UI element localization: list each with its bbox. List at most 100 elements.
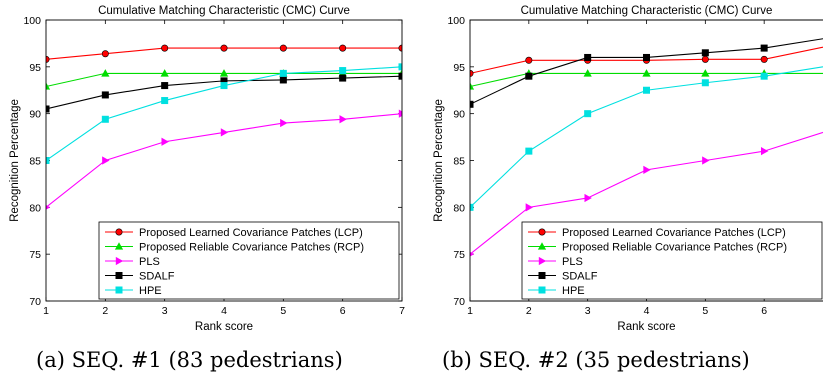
- data-point: [220, 82, 228, 90]
- series-4: [46, 72, 402, 113]
- legend-marker: [537, 242, 547, 250]
- legend-marker: [115, 271, 123, 279]
- data-point: [642, 86, 650, 94]
- data-point: [701, 55, 709, 63]
- x-tick-label: 2: [102, 305, 108, 317]
- x-tick-label: 2: [526, 305, 532, 317]
- data-point: [760, 55, 768, 63]
- data-point: [701, 79, 709, 87]
- data-point: [470, 100, 474, 108]
- y-tick-label: 95: [29, 62, 41, 74]
- figure-canvas: Cumulative Matching Characteristic (CMC)…: [9, 5, 823, 333]
- data-point: [643, 165, 651, 174]
- legend-box: [98, 221, 400, 300]
- y-tick-label: 75: [29, 249, 41, 261]
- y-tick-label: 90: [453, 109, 465, 121]
- y-tick-label: 85: [29, 156, 41, 168]
- y-tick-label: 100: [23, 15, 41, 27]
- legend-marker: [114, 242, 124, 250]
- data-point: [46, 82, 51, 90]
- y-tick-label: 100: [447, 15, 465, 27]
- plot-frame: [469, 19, 823, 302]
- data-point: [161, 82, 169, 90]
- legend-entry: HPE: [139, 285, 162, 297]
- legend: Proposed Learned Covariance Patches (LCP…: [98, 221, 400, 300]
- data-point: [525, 203, 534, 212]
- series-1: [46, 44, 402, 63]
- plot-frame: [45, 19, 403, 302]
- x-tick-label: 5: [702, 305, 708, 317]
- data-point: [101, 115, 109, 123]
- x-tick-label: 6: [761, 305, 767, 317]
- x-tick-label: 6: [340, 305, 346, 317]
- data-point: [760, 72, 768, 80]
- series-3: [470, 131, 823, 257]
- chart-title: Cumulative Matching Characteristic (CMC)…: [98, 5, 350, 17]
- caption-a: (a) SEQ. #1 (83 pedestrians): [36, 348, 343, 372]
- data-point: [470, 203, 474, 211]
- data-point: [525, 72, 533, 80]
- data-point: [760, 44, 768, 52]
- legend-box: [521, 221, 823, 300]
- data-point: [525, 147, 533, 155]
- caption-b: (b) SEQ. #2 (35 pedestrians): [442, 348, 750, 372]
- data-point: [46, 105, 50, 113]
- series-5: [470, 66, 823, 211]
- legend-marker: [538, 228, 546, 236]
- y-axis-label: Recognition Percentage: [433, 99, 445, 222]
- data-point: [584, 110, 592, 118]
- data-point: [161, 44, 169, 52]
- legend-marker: [538, 256, 547, 266]
- legend-entry: SDALF: [139, 271, 175, 283]
- data-point: [339, 74, 347, 82]
- series-line: [46, 113, 402, 208]
- data-point: [584, 193, 592, 203]
- x-tick-label: 3: [162, 305, 168, 317]
- data-point: [339, 115, 347, 124]
- data-point: [339, 44, 347, 52]
- y-tick-label: 80: [29, 202, 41, 214]
- legend-marker: [115, 286, 123, 294]
- x-tick-label: 7: [399, 305, 405, 317]
- x-tick-label: 4: [221, 305, 227, 317]
- x-tick-label: 1: [43, 305, 49, 317]
- data-point: [101, 69, 110, 77]
- x-tick-label: 4: [644, 305, 650, 317]
- data-point: [279, 76, 287, 84]
- legend-marker: [115, 228, 123, 236]
- y-tick-label: 70: [29, 296, 41, 308]
- legend-entry: PLS: [139, 256, 160, 268]
- series-4: [470, 38, 823, 108]
- legend-entry: HPE: [562, 285, 585, 297]
- data-point: [101, 50, 109, 58]
- data-point: [642, 69, 651, 77]
- data-point: [46, 157, 50, 165]
- data-point: [220, 128, 229, 137]
- series-2: [470, 69, 823, 90]
- y-tick-label: 75: [453, 249, 465, 261]
- series-5: [46, 63, 402, 165]
- data-point: [279, 44, 287, 52]
- legend-marker: [538, 271, 546, 279]
- legend-entry: Proposed Reliable Covariance Patches (RC…: [139, 242, 364, 254]
- y-tick-label: 95: [453, 62, 465, 74]
- y-tick-label: 85: [453, 156, 465, 168]
- x-axis-label: Rank score: [195, 321, 253, 333]
- chart-1: Cumulative Matching Characteristic (CMC)…: [9, 5, 405, 333]
- data-point: [642, 53, 650, 61]
- legend-entry: PLS: [562, 256, 583, 268]
- chart-2: Cumulative Matching Characteristic (CMC)…: [433, 5, 823, 333]
- data-point: [161, 97, 169, 105]
- data-point: [219, 69, 229, 77]
- data-point: [583, 69, 592, 77]
- y-tick-label: 90: [29, 109, 41, 121]
- data-point: [102, 156, 110, 165]
- data-point: [701, 49, 709, 57]
- data-point: [101, 91, 109, 99]
- x-tick-label: 5: [280, 305, 286, 317]
- data-point: [584, 53, 592, 61]
- data-point: [161, 137, 169, 146]
- legend-entry: Proposed Learned Covariance Patches (LCP…: [562, 227, 786, 239]
- y-axis-label: Recognition Percentage: [9, 99, 21, 222]
- data-point: [525, 56, 533, 64]
